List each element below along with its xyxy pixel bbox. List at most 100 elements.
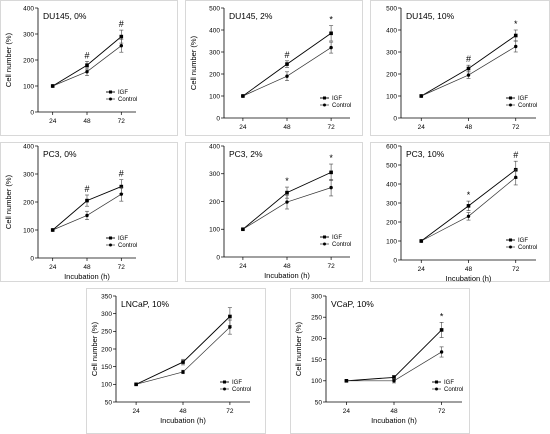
y-tick-label: 200 (23, 199, 34, 206)
y-tick-label: 200 (23, 57, 34, 64)
data-point-igf (85, 63, 89, 67)
legend-label: IGF (118, 90, 128, 96)
significance-marker: * (285, 176, 289, 186)
legend-marker (109, 236, 112, 240)
data-point-igf (119, 184, 124, 189)
significance-marker: * (514, 19, 518, 29)
panel-frame (185, 0, 363, 136)
data-point-igf (85, 198, 89, 203)
y-tick-label: 300 (311, 293, 322, 300)
significance-marker: # (466, 54, 471, 64)
legend-label: Control (118, 97, 137, 103)
y-tick-label: 400 (386, 27, 397, 34)
legend-label: IGF (118, 236, 128, 242)
y-tick-label: 400 (23, 5, 34, 12)
significance-marker: # (119, 19, 124, 29)
y-tick-label: 400 (209, 143, 220, 150)
x-tick-label: 24 (239, 124, 247, 131)
x-tick-label: 72 (438, 408, 446, 415)
chart-panel-6: 0 100 200 300 400 500 600 24 48 72 Incubation (h) P… (370, 142, 550, 283)
y-tick-label: 200 (311, 336, 322, 343)
legend-label: IGF (518, 96, 528, 102)
y-tick-label: 350 (101, 293, 112, 300)
y-tick-label: 200 (209, 71, 220, 78)
panel-title: PC3, 0% (43, 149, 77, 159)
data-point-control (514, 175, 518, 180)
y-tick-label: 400 (209, 27, 220, 34)
y-tick-label: 300 (386, 49, 397, 56)
x-tick-label: 48 (465, 124, 473, 131)
y-axis-label: Cell number (%) (4, 32, 13, 87)
data-point-igf (181, 360, 185, 364)
panel-title: DU145, 10% (406, 11, 455, 21)
data-point-control (181, 370, 185, 374)
panel-frame (290, 288, 470, 434)
chart-panel-5: 0 100 200 300 400 24 48 72 Incubation (h) PC3, 2%… (185, 142, 363, 282)
data-point-igf (329, 170, 333, 175)
legend-label: IGF (332, 96, 342, 102)
x-tick-label: 24 (49, 264, 57, 271)
legend-label: Control (232, 387, 251, 393)
panel-title: VCaP, 10% (331, 299, 374, 309)
y-tick-label: 100 (311, 378, 322, 385)
chart-panel-3: 0 100 200 300 400 500 24 48 72 DU145, 10% # * IGFCon… (370, 0, 550, 136)
y-tick-label: 400 (23, 143, 34, 150)
data-point-igf (513, 33, 518, 38)
y-tick-label: 0 (30, 255, 34, 262)
x-axis-label: Incubation (h) (446, 274, 492, 283)
y-axis-label: Cell number (%) (189, 35, 198, 90)
data-point-control (466, 214, 471, 218)
panel-frame (0, 142, 178, 282)
data-point-control (85, 70, 89, 74)
y-tick-label: 100 (386, 238, 397, 245)
x-tick-label: 48 (283, 124, 291, 131)
y-tick-label: 600 (386, 143, 397, 150)
panel-frame (86, 288, 266, 434)
y-tick-label: 0 (30, 109, 34, 116)
x-tick-label: 48 (390, 408, 398, 415)
data-point-igf (466, 66, 471, 71)
data-point-igf (285, 190, 289, 195)
x-tick-label: 48 (283, 263, 291, 270)
y-tick-label: 50 (315, 399, 323, 406)
y-tick-label: 400 (386, 181, 397, 188)
y-tick-label: 0 (216, 254, 220, 261)
legend-marker (323, 96, 326, 100)
legend-label: Control (518, 245, 537, 251)
y-tick-label: 500 (209, 5, 220, 12)
data-point-igf (228, 314, 232, 319)
legend-marker (323, 103, 326, 107)
data-point-control (439, 350, 444, 354)
panel-frame (185, 142, 363, 282)
data-point-control (85, 213, 89, 218)
data-point-igf (119, 34, 124, 39)
y-axis-label: Cell number (%) (294, 321, 303, 376)
panel-frame (370, 0, 550, 136)
data-point-control (329, 185, 333, 190)
legend-marker (435, 387, 438, 391)
x-tick-label: 72 (226, 408, 234, 415)
legend-marker (223, 380, 226, 384)
chart-panel-1: 0 100 200 300 400 24 48 72 Cell number (%) DU145,… (0, 0, 178, 136)
y-tick-label: 300 (386, 200, 397, 207)
y-tick-label: 250 (101, 329, 112, 336)
data-point-control (51, 228, 55, 232)
legend-marker (109, 97, 112, 101)
chart-panel-7: 50 100 150 200 250 300 350 24 48 72 Incubation (h)… (86, 288, 266, 434)
y-tick-label: 0 (393, 115, 397, 122)
y-tick-label: 100 (23, 83, 34, 90)
data-point-control (392, 379, 396, 383)
legend-label: IGF (518, 238, 528, 244)
data-point-control (241, 94, 245, 98)
x-tick-label: 72 (512, 124, 520, 131)
significance-marker: # (84, 50, 89, 60)
data-point-igf (392, 375, 396, 380)
x-tick-label: 72 (327, 124, 335, 131)
data-point-igf (285, 62, 289, 66)
y-tick-label: 100 (101, 382, 112, 389)
legend-marker (509, 238, 512, 242)
legend-marker (509, 245, 512, 249)
y-tick-label: 300 (101, 311, 112, 318)
y-tick-label: 0 (216, 115, 220, 122)
